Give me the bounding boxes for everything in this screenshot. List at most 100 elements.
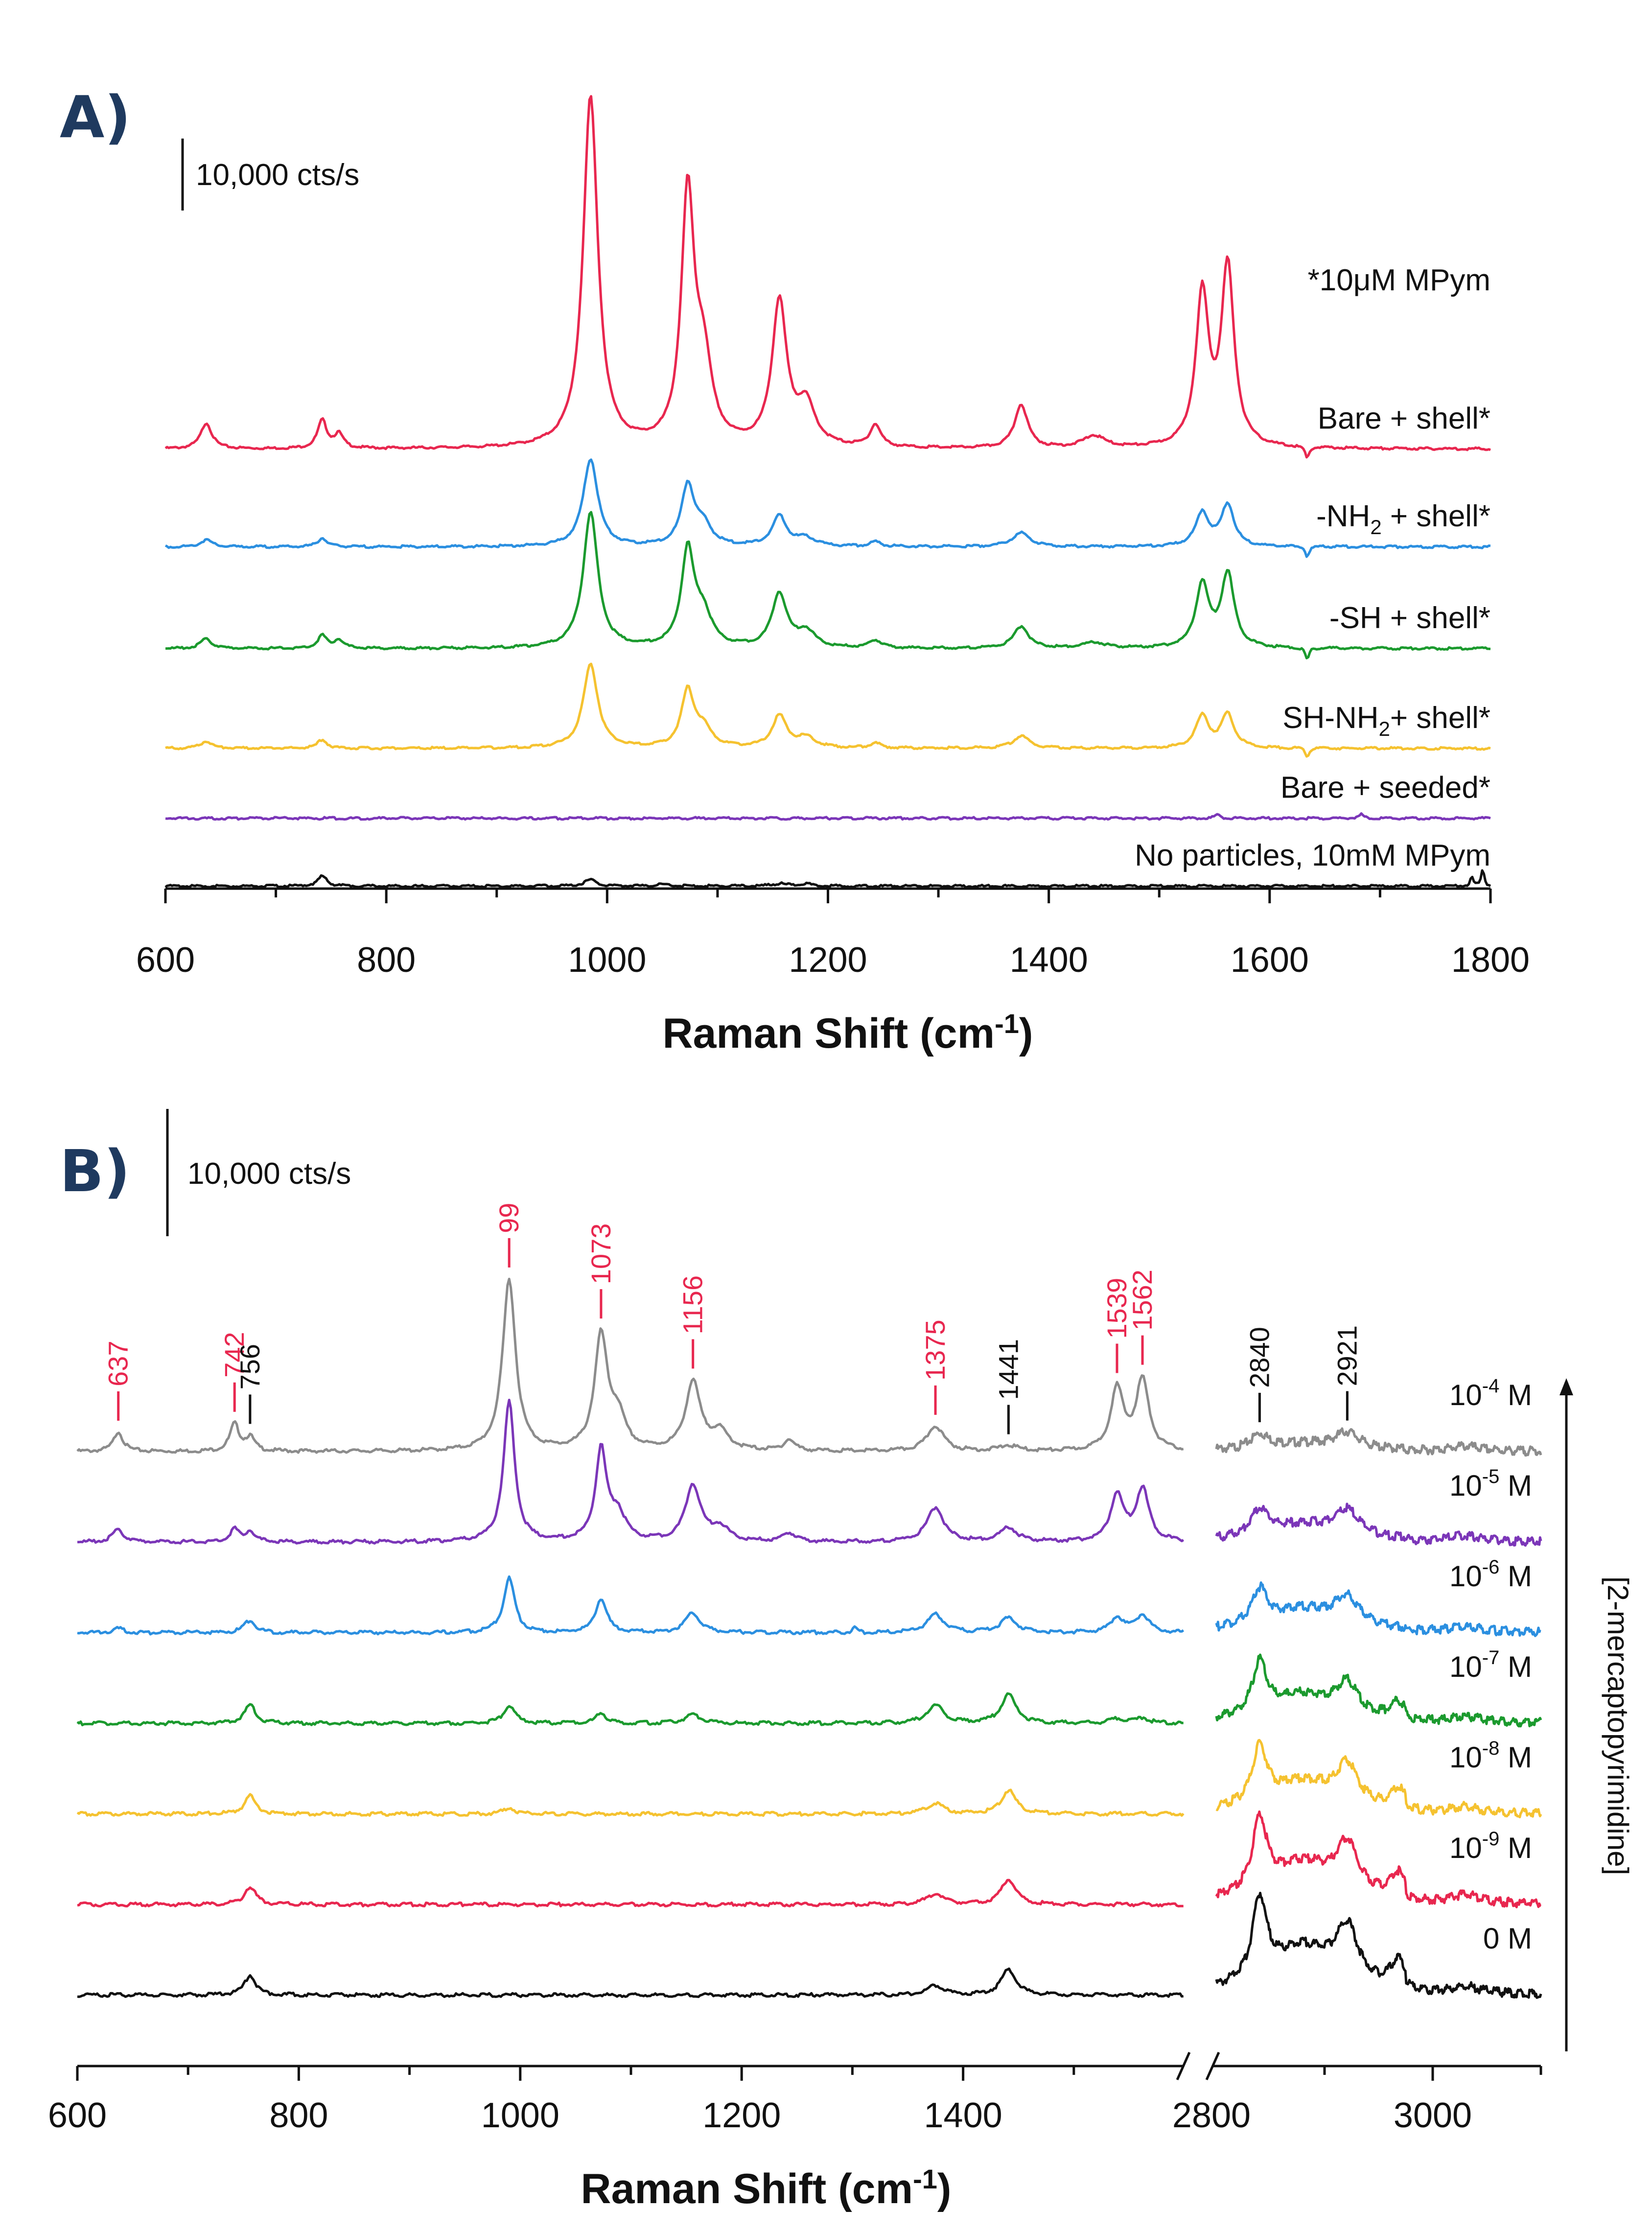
panel-b-tick-label: 2800: [1172, 2096, 1251, 2135]
panel-a-trace-labels: Bare + shell*-NH2 + shell*-SH + shell*SH…: [1135, 402, 1490, 872]
panel-a-trace-label: No particles, 10mM MPym: [1135, 839, 1490, 872]
concentration-arrow-head: [1559, 1378, 1573, 1395]
panel-b-tick-label: 1200: [702, 2096, 781, 2135]
panel-a-trace-label-part: Bare + shell*: [1318, 402, 1490, 436]
panel-b-peak-label: 637: [103, 1340, 134, 1386]
panel-b-label-tail: M: [1499, 1832, 1532, 1864]
panel-a-scale-label: 10,000 cts/s: [196, 158, 359, 192]
panel-b-trace-label: 10-8 M: [1449, 1738, 1532, 1774]
panel-a-x-axis-title: Raman Shift (cm-1): [663, 1008, 1033, 1057]
panel-a-annotation: *10μM MPym: [1308, 263, 1490, 297]
panel-b-tick-label: 1000: [481, 2096, 559, 2135]
panel-b-label-exp: -6: [1482, 1556, 1500, 1578]
panel-b-trace-right: [1215, 1892, 1542, 1999]
panel-b-label-tail: M: [1499, 1560, 1532, 1593]
panel-b-label-base: 10: [1449, 1379, 1482, 1411]
panel-b-label-base: 10: [1449, 1560, 1482, 1593]
panel-b-trace-left: [77, 1398, 1185, 1545]
panel-b-trace-left: [76, 1692, 1184, 1726]
panel-b-tick-label: 600: [48, 2096, 107, 2135]
panel-b-label-base: 10: [1449, 1741, 1482, 1774]
panel-a-xlabel-tail: ): [1019, 1010, 1033, 1057]
panel-b-trace-right: [1215, 1503, 1542, 1547]
panel-a-tick-label: 1800: [1451, 940, 1530, 980]
panel-b-trace-left: [77, 1967, 1184, 1998]
panel-b-trace-right: [1215, 1427, 1542, 1457]
panel-a-trace-label-part: -NH: [1316, 499, 1370, 533]
panel-b-trace-label: 10-6 M: [1449, 1556, 1532, 1593]
axis-break-mark: [1205, 2051, 1220, 2081]
panel-a-trace: [164, 95, 1491, 459]
panel-b-letter: B): [60, 1137, 130, 1205]
panel-b-trace-right: [1215, 1581, 1541, 1637]
panel-a-xlabel-base: Raman Shift (cm: [663, 1010, 995, 1057]
panel-a-tick-label: 1600: [1231, 940, 1309, 980]
panel-b-tick-label: 3000: [1394, 2096, 1472, 2135]
panel-b-trace-label: 0 M: [1483, 1922, 1532, 1955]
panel-b-scale-label: 10,000 cts/s: [187, 1157, 351, 1191]
panel-a-trace: [164, 458, 1491, 558]
panel-b-label-exp: -8: [1482, 1738, 1500, 1759]
panel-b-xlabel-tail: ): [937, 2165, 952, 2212]
panel-b-trace-label: 10-5 M: [1449, 1466, 1532, 1502]
panel-a-tick-label: 800: [357, 940, 416, 980]
panel-a-tick-label: 1400: [1010, 940, 1088, 980]
panel-a-trace-label: SH-NH2+ shell*: [1282, 701, 1490, 740]
panel-b-trace-left: [76, 1788, 1185, 1817]
panel-b-label-tail: M: [1499, 1650, 1532, 1683]
panel-a-traces: [164, 95, 1491, 889]
panel-b-trace-label: 10-9 M: [1449, 1828, 1532, 1864]
panel-b-x-axis: 600 800 1000 1200 1400 2800 3000: [48, 2051, 1542, 2135]
panel-a-tick-label: 600: [136, 940, 195, 980]
panel-b-tick-label: 1400: [924, 2096, 1002, 2135]
panel-b-label-exp: -7: [1482, 1647, 1500, 1669]
panel-a-trace-label: -SH + shell*: [1329, 601, 1490, 635]
panel-b-peak-label: 99: [493, 1203, 524, 1233]
panel-a-trace-label-part: 2: [1370, 516, 1381, 539]
panel-b-peak-label: 756: [234, 1344, 265, 1389]
panel-b-label-base: 10: [1449, 1469, 1482, 1502]
panel-b-xlabel-base: Raman Shift (cm: [581, 2165, 913, 2212]
panel-a-trace-label-part: No particles, 10mM MPym: [1135, 839, 1490, 872]
panel-a-trace-label-part: Bare + seeded*: [1280, 771, 1490, 804]
panel-b-xlabel-sup: -1: [913, 2163, 937, 2194]
panel-b-traces: [76, 1277, 1542, 1999]
panel-b-label-tail: M: [1499, 1469, 1532, 1502]
panel-b-label-base: 10: [1449, 1650, 1482, 1683]
panel-a-trace: [165, 662, 1491, 758]
panel-b-trace-labels: 10-4 M10-5 M10-6 M10-7 M10-8 M10-9 M0 M: [1449, 1375, 1532, 1955]
panel-a-trace-label-part: SH-NH: [1282, 701, 1378, 735]
panel-a-letter: A): [60, 83, 131, 151]
panel-a-xlabel-sup: -1: [995, 1008, 1019, 1039]
panel-a-trace: [165, 511, 1491, 659]
panel-b-label-exp: -4: [1482, 1375, 1500, 1397]
panel-b-peak-label: 1441: [993, 1339, 1024, 1400]
panel-b-label-base: 0 M: [1483, 1922, 1532, 1955]
panel-a-trace-label-part: + shell*: [1390, 701, 1490, 735]
panel-b-trace-label: 10-4 M: [1449, 1375, 1532, 1411]
panel-a-trace-label: -NH2 + shell*: [1316, 499, 1490, 539]
panel-a-trace: [164, 869, 1491, 889]
panel-b-right-axis-label: [2-mercaptopyrimidine]: [1602, 1576, 1634, 1875]
panel-a-tick-label: 1200: [789, 940, 867, 980]
panel-b-peak-label: 1539: [1101, 1278, 1132, 1339]
panel-a-trace: [165, 812, 1491, 821]
panel-a-tick-label: 1000: [568, 940, 646, 980]
panel-b-peak-label: 1375: [920, 1319, 951, 1381]
panel-b-x-axis-title: Raman Shift (cm-1): [581, 2163, 952, 2212]
panel-a-trace-label-part: 2: [1379, 717, 1390, 740]
panel-b-trace-left: [77, 1879, 1184, 1908]
panel-b-trace-left: [77, 1575, 1185, 1636]
panel-b-trace-right: [1215, 1739, 1542, 1818]
panel-b-label-exp: -5: [1482, 1466, 1500, 1487]
panel-b-trace-right: [1215, 1810, 1542, 1908]
panel-b-peak-label: 1562: [1127, 1269, 1158, 1331]
panel-b-peak-label: 2921: [1331, 1325, 1362, 1387]
panel-b-peak-label: 1156: [677, 1275, 708, 1334]
panel-b-label-base: 10: [1449, 1832, 1482, 1864]
panel-b-trace-right: [1215, 1653, 1542, 1728]
panel-b-peak-label: 742: [219, 1332, 250, 1377]
panel-a-trace-label-part: + shell*: [1382, 499, 1490, 533]
panel-b-label-exp: -9: [1482, 1828, 1500, 1850]
